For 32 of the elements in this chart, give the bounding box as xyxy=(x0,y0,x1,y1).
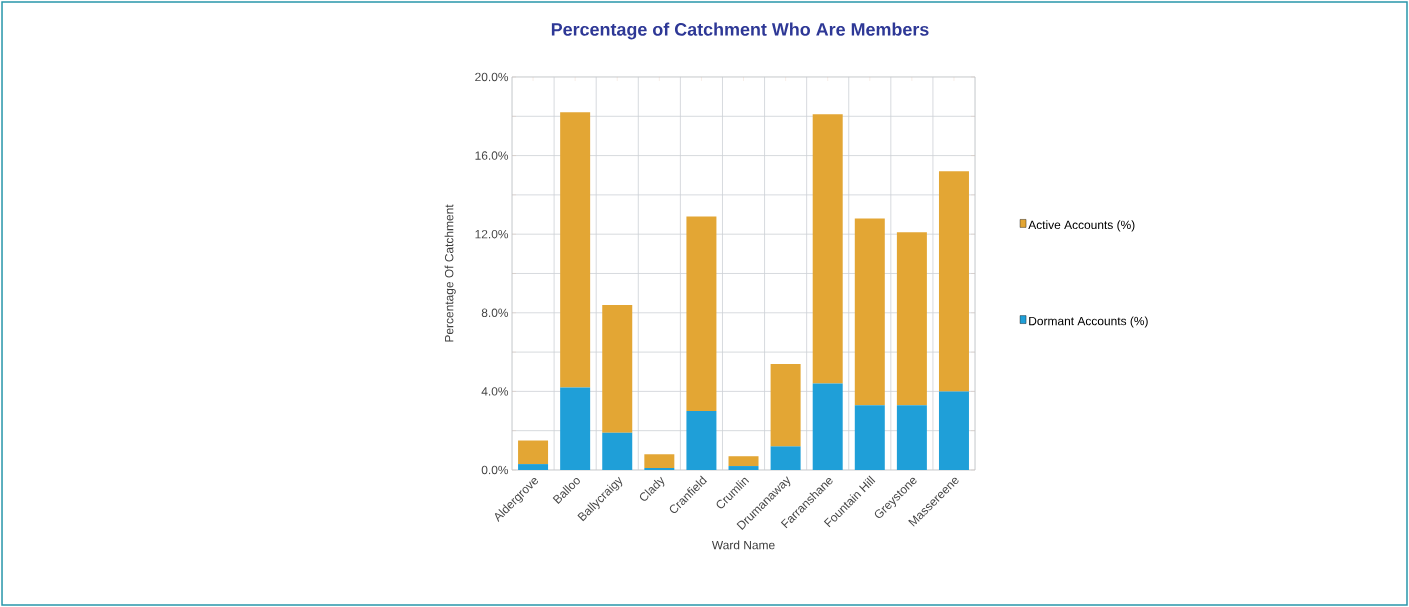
y-tick-label: 20.0% xyxy=(475,72,509,82)
bar xyxy=(686,216,717,412)
y-tick-label: 0.0% xyxy=(481,465,509,475)
y-axis-title: Percentage Of Catchment xyxy=(444,204,456,342)
x-axis-title: Ward Name xyxy=(711,540,775,550)
bar xyxy=(938,171,969,392)
bar xyxy=(812,383,843,470)
legend-label: Active Accounts (%) xyxy=(1028,220,1135,232)
y-tick-label: 16.0% xyxy=(475,151,509,160)
bar xyxy=(518,464,549,470)
y-tick-label: 12.0% xyxy=(475,229,509,239)
bar xyxy=(896,232,927,406)
bar xyxy=(644,454,675,469)
y-tick-label: 8.0% xyxy=(481,308,509,318)
bar xyxy=(560,112,591,388)
bar xyxy=(770,446,801,470)
y-tick-label: 4.0% xyxy=(481,387,509,396)
bar xyxy=(728,466,759,470)
bar xyxy=(896,405,927,470)
bar xyxy=(602,304,633,433)
bar xyxy=(728,456,759,467)
bar xyxy=(854,405,885,470)
bar xyxy=(518,440,549,465)
bar xyxy=(938,391,969,470)
bar xyxy=(854,218,885,406)
bar xyxy=(602,432,633,470)
bar xyxy=(560,387,591,470)
chart-title: Percentage of Catchment Who Are Members xyxy=(551,22,929,40)
legend-label: Dormant Accounts (%) xyxy=(1029,316,1148,328)
bar xyxy=(770,363,801,447)
bar xyxy=(686,411,717,470)
bar xyxy=(812,114,843,384)
